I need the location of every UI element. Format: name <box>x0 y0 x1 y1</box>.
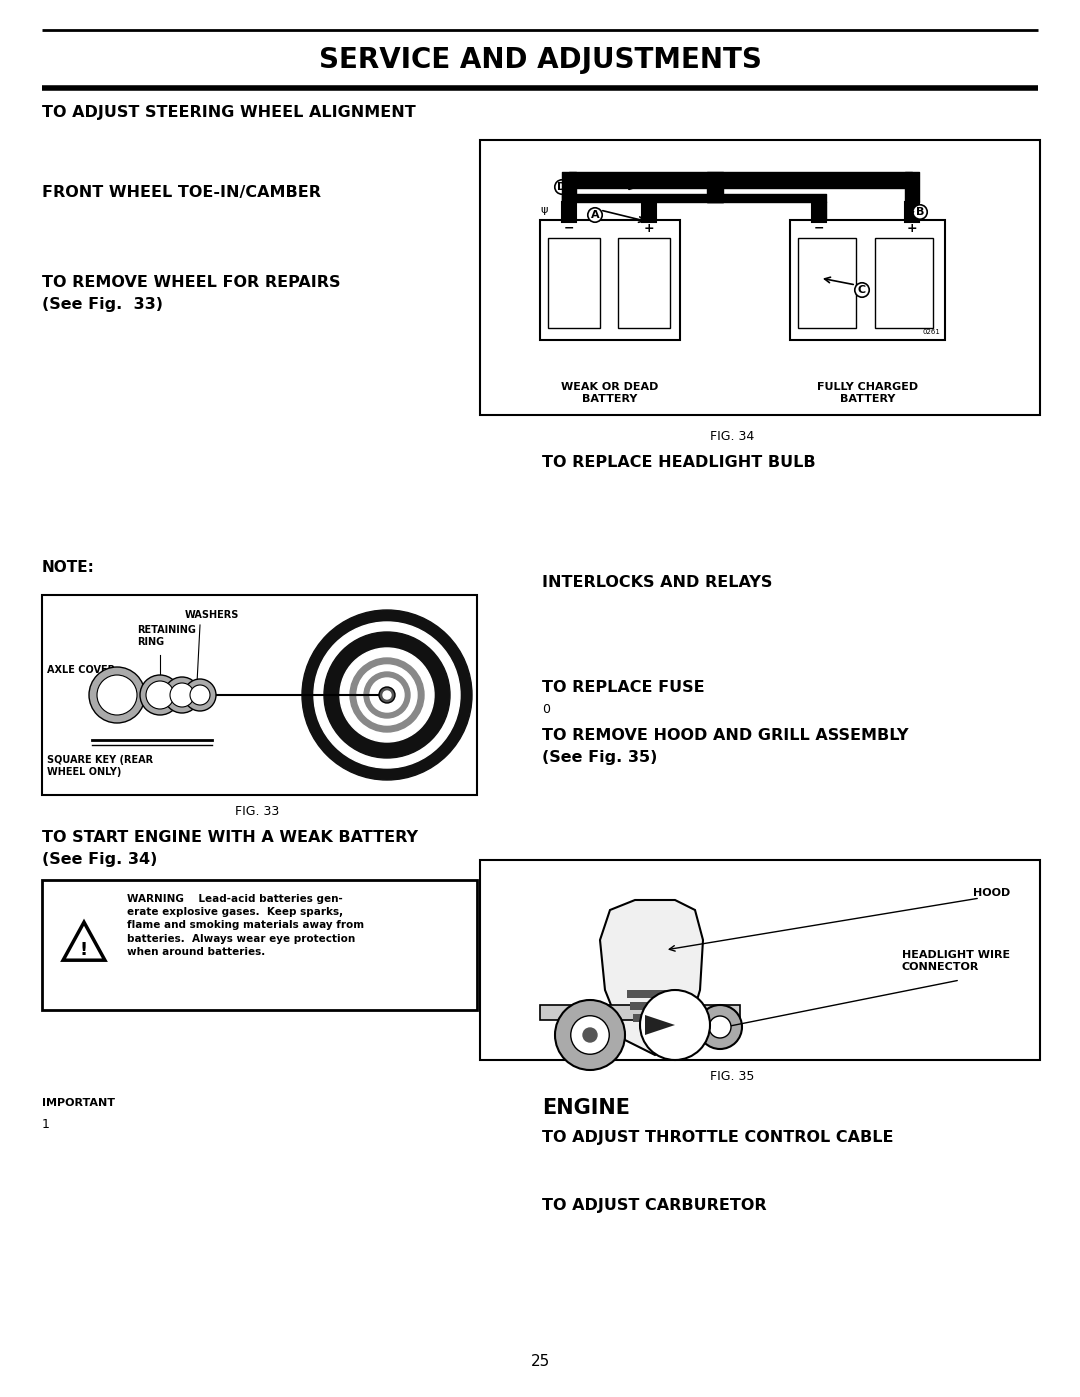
Polygon shape <box>633 1014 677 1023</box>
Text: ENGINE: ENGINE <box>542 1098 630 1118</box>
Circle shape <box>184 679 216 711</box>
Bar <box>42 880 477 1010</box>
Text: FRONT WHEEL TOE-IN/CAMBER: FRONT WHEEL TOE-IN/CAMBER <box>42 184 321 200</box>
Text: SERVICE AND ADJUSTMENTS: SERVICE AND ADJUSTMENTS <box>319 46 761 74</box>
Bar <box>42 595 477 795</box>
Text: 0261: 0261 <box>922 330 940 335</box>
Bar <box>562 203 576 222</box>
Text: TO ADJUST THROTTLE CONTROL CABLE: TO ADJUST THROTTLE CONTROL CABLE <box>542 1130 893 1146</box>
Text: 1: 1 <box>42 1118 50 1132</box>
Text: AXLE COVER: AXLE COVER <box>48 665 116 675</box>
Bar <box>480 861 1040 1060</box>
Circle shape <box>370 678 404 712</box>
Polygon shape <box>627 990 683 997</box>
Text: !: ! <box>80 942 89 958</box>
Circle shape <box>314 622 460 768</box>
Circle shape <box>89 666 145 724</box>
Circle shape <box>350 658 424 732</box>
Text: RETAINING
RING: RETAINING RING <box>137 624 195 647</box>
Text: +: + <box>644 222 654 235</box>
Bar <box>905 203 919 222</box>
Text: −: − <box>564 222 575 235</box>
Polygon shape <box>600 900 703 1055</box>
Circle shape <box>324 631 450 759</box>
Circle shape <box>698 1004 742 1049</box>
Text: (See Fig.  33): (See Fig. 33) <box>42 298 163 312</box>
Text: +: + <box>907 222 917 235</box>
Text: TO REPLACE HEADLIGHT BULB: TO REPLACE HEADLIGHT BULB <box>542 455 815 469</box>
Circle shape <box>555 1000 625 1070</box>
Circle shape <box>146 680 174 710</box>
Text: IMPORTANT: IMPORTANT <box>42 1098 114 1108</box>
Bar <box>480 140 1040 415</box>
Text: WASHERS: WASHERS <box>185 610 239 620</box>
Text: 25: 25 <box>530 1355 550 1369</box>
Text: TO ADJUST STEERING WHEEL ALIGNMENT: TO ADJUST STEERING WHEEL ALIGNMENT <box>42 105 416 120</box>
Text: TO START ENGINE WITH A WEAK BATTERY: TO START ENGINE WITH A WEAK BATTERY <box>42 830 418 845</box>
Circle shape <box>302 610 472 780</box>
Polygon shape <box>645 1016 675 1035</box>
Text: ψ: ψ <box>540 205 548 215</box>
Text: D: D <box>557 182 567 191</box>
Text: TO REMOVE WHEEL FOR REPAIRS: TO REMOVE WHEEL FOR REPAIRS <box>42 275 340 291</box>
Text: −: − <box>813 222 824 235</box>
Circle shape <box>379 687 395 703</box>
Text: INTERLOCKS AND RELAYS: INTERLOCKS AND RELAYS <box>542 576 772 590</box>
Text: (See Fig. 34): (See Fig. 34) <box>42 852 158 868</box>
Text: FULLY CHARGED
BATTERY: FULLY CHARGED BATTERY <box>816 383 918 404</box>
Text: SQUARE KEY (REAR
WHEEL ONLY): SQUARE KEY (REAR WHEEL ONLY) <box>48 754 153 777</box>
Text: (See Fig. 35): (See Fig. 35) <box>542 750 658 766</box>
Text: 0: 0 <box>542 703 550 717</box>
Text: FIG. 34: FIG. 34 <box>710 430 754 443</box>
Circle shape <box>364 672 410 718</box>
Bar <box>798 237 856 328</box>
Circle shape <box>383 692 391 698</box>
Text: TO REPLACE FUSE: TO REPLACE FUSE <box>542 680 704 694</box>
Circle shape <box>640 990 710 1060</box>
Circle shape <box>708 1016 731 1038</box>
Circle shape <box>140 675 180 715</box>
Bar <box>548 237 600 328</box>
Circle shape <box>357 665 417 725</box>
Bar <box>875 237 933 328</box>
Circle shape <box>164 678 200 712</box>
Circle shape <box>97 675 137 715</box>
Text: A: A <box>591 210 599 219</box>
Text: HEADLIGHT WIRE
CONNECTOR: HEADLIGHT WIRE CONNECTOR <box>902 950 1010 971</box>
Text: B: B <box>916 207 924 217</box>
Circle shape <box>340 648 434 742</box>
Bar <box>642 203 656 222</box>
Text: TO REMOVE HOOD AND GRILL ASSEMBLY: TO REMOVE HOOD AND GRILL ASSEMBLY <box>542 728 908 743</box>
Circle shape <box>190 685 210 705</box>
Bar <box>812 203 826 222</box>
Text: TO ADJUST CARBURETOR: TO ADJUST CARBURETOR <box>542 1199 767 1213</box>
Text: FIG. 35: FIG. 35 <box>710 1070 754 1083</box>
Bar <box>540 1004 740 1020</box>
Text: WARNING    Lead-acid batteries gen-
erate explosive gases.  Keep sparks,
flame a: WARNING Lead-acid batteries gen- erate e… <box>127 894 364 957</box>
Text: FIG. 33: FIG. 33 <box>235 805 280 819</box>
Bar <box>618 237 670 328</box>
Polygon shape <box>630 1002 680 1010</box>
Text: HOOD: HOOD <box>973 888 1010 898</box>
Bar <box>789 219 945 339</box>
Polygon shape <box>63 922 105 960</box>
Text: WEAK OR DEAD
BATTERY: WEAK OR DEAD BATTERY <box>562 383 659 404</box>
Text: NOTE:: NOTE: <box>42 560 95 576</box>
Circle shape <box>583 1028 597 1042</box>
Circle shape <box>170 683 194 707</box>
Circle shape <box>570 1016 609 1055</box>
Bar <box>540 219 680 339</box>
Text: C: C <box>858 285 866 295</box>
